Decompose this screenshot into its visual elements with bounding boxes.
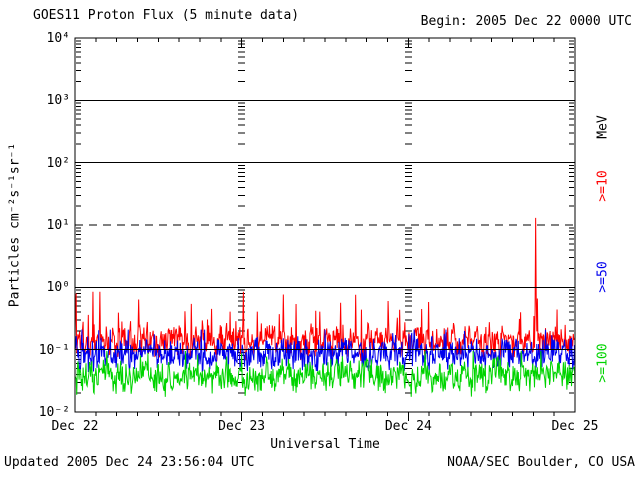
legend-ge10-label: >=10 [595, 170, 611, 202]
x-tick-label-dec24: Dec 24 [384, 419, 432, 434]
begin-timestamp: Begin: 2005 Dec 22 0000 UTC [420, 14, 632, 29]
y-tick-label-1e3: 10³ [46, 93, 70, 109]
y-tick-label-1e-2: 10⁻² [38, 405, 70, 420]
x-axis-title: Universal Time [270, 437, 380, 452]
x-tick-label-dec22: Dec 22 [51, 419, 99, 434]
credit-text: NOAA/SEC Boulder, CO USA [447, 455, 635, 470]
y-tick-label-1e2: 10² [46, 155, 70, 171]
legend-ge50-label: >=50 [595, 261, 611, 293]
y-tick-label-1e-1: 10⁻¹ [38, 342, 70, 358]
y-tick-label-1e0: 10⁰ [46, 280, 70, 296]
updated-timestamp: Updated 2005 Dec 24 23:56:04 UTC [4, 455, 255, 470]
legend-unit-label: MeV [595, 115, 611, 139]
legend-ge100-label: >=100 [595, 343, 611, 383]
x-tick-label-dec25: Dec 25 [551, 419, 599, 434]
x-tick-label-dec23: Dec 23 [218, 419, 266, 434]
chart-title: GOES11 Proton Flux (5 minute data) [33, 8, 300, 23]
y-tick-label-1e4: 10⁴ [46, 31, 70, 46]
y-tick-label-1e1: 10¹ [46, 218, 70, 233]
